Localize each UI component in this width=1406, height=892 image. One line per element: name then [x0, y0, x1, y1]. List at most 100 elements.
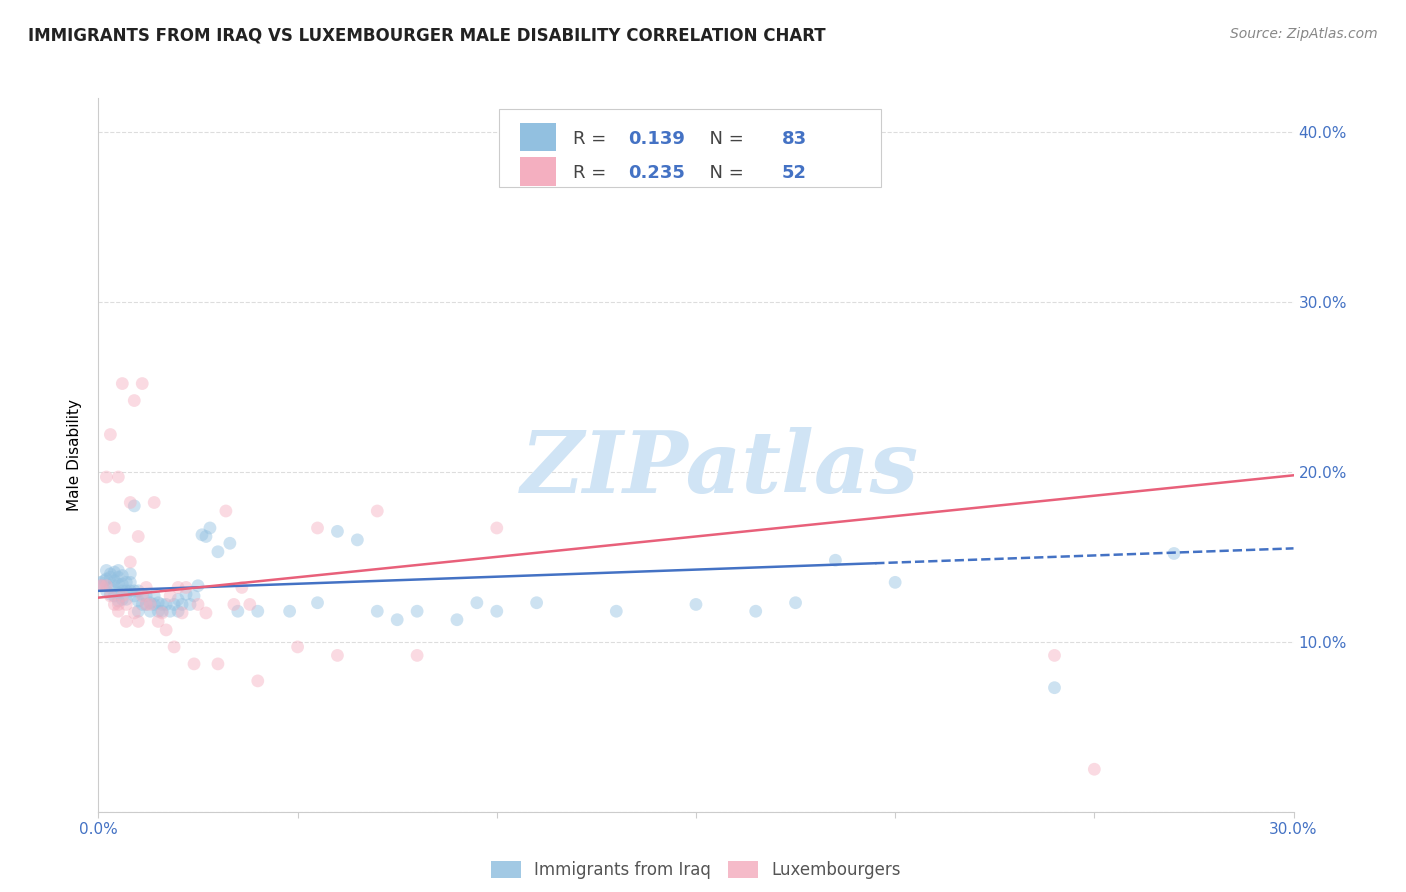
Point — [100, 581, 122, 595]
Point — [326, 648, 349, 663]
Point — [96, 572, 118, 586]
Point — [174, 587, 197, 601]
Point — [219, 536, 242, 550]
Point — [287, 640, 309, 654]
Point — [307, 596, 329, 610]
Point — [103, 521, 125, 535]
Point — [226, 604, 249, 618]
Point — [406, 648, 429, 663]
Point — [111, 589, 134, 603]
Point — [103, 574, 125, 588]
Point — [103, 565, 125, 579]
Point — [1163, 546, 1185, 560]
Point — [120, 495, 142, 509]
Text: R =: R = — [572, 129, 612, 148]
Point — [174, 581, 197, 595]
Point — [187, 579, 209, 593]
Point — [100, 427, 122, 442]
Point — [111, 583, 134, 598]
Point — [107, 470, 129, 484]
Point — [526, 596, 548, 610]
Bar — [520, 158, 557, 186]
Point — [1043, 681, 1066, 695]
Point — [163, 640, 186, 654]
Point — [120, 575, 142, 590]
Point — [131, 587, 153, 601]
Point — [139, 604, 162, 618]
Point — [366, 504, 388, 518]
Point — [131, 598, 153, 612]
Point — [239, 598, 262, 612]
Point — [91, 579, 114, 593]
Point — [107, 570, 129, 584]
Point — [107, 594, 129, 608]
Text: 0.235: 0.235 — [628, 164, 685, 182]
Point — [222, 598, 245, 612]
Point — [115, 598, 138, 612]
Point — [278, 604, 301, 618]
Point — [93, 574, 115, 588]
Point — [100, 587, 122, 601]
Text: 52: 52 — [782, 164, 807, 182]
Point — [139, 596, 162, 610]
Point — [131, 589, 153, 603]
Point — [159, 589, 181, 603]
Text: ZIPatlas: ZIPatlas — [520, 427, 920, 511]
Point — [385, 613, 409, 627]
Point — [1083, 762, 1105, 776]
Point — [207, 657, 229, 671]
Point — [167, 592, 190, 607]
Point — [107, 585, 129, 599]
Point — [172, 606, 194, 620]
Point — [307, 521, 329, 535]
Point — [135, 598, 157, 612]
Text: R =: R = — [572, 164, 612, 182]
Point — [107, 564, 129, 578]
Point — [183, 657, 205, 671]
Point — [155, 598, 177, 612]
Point — [111, 568, 134, 582]
Point — [124, 583, 146, 598]
Point — [183, 589, 205, 603]
Point — [179, 598, 201, 612]
Point — [135, 598, 157, 612]
Point — [143, 598, 166, 612]
Point — [111, 376, 134, 391]
Text: N =: N = — [699, 164, 749, 182]
Point — [745, 604, 768, 618]
Point — [150, 604, 173, 618]
Point — [148, 596, 170, 610]
Point — [96, 564, 118, 578]
Point — [195, 606, 218, 620]
Point — [100, 570, 122, 584]
Point — [115, 592, 138, 607]
Point — [148, 604, 170, 618]
Text: 83: 83 — [782, 129, 807, 148]
Point — [163, 598, 186, 612]
Point — [346, 533, 368, 547]
Point — [89, 575, 111, 590]
Point — [127, 529, 149, 543]
Bar — [520, 123, 557, 152]
Point — [246, 604, 269, 618]
Point — [103, 589, 125, 603]
Point — [231, 581, 253, 595]
Point — [187, 598, 209, 612]
Point — [246, 673, 269, 688]
Point — [91, 579, 114, 593]
Point — [120, 555, 142, 569]
Point — [884, 575, 907, 590]
Point — [195, 529, 218, 543]
Point — [107, 577, 129, 591]
Point — [120, 583, 142, 598]
Text: Source: ZipAtlas.com: Source: ZipAtlas.com — [1230, 27, 1378, 41]
Text: IMMIGRANTS FROM IRAQ VS LUXEMBOURGER MALE DISABILITY CORRELATION CHART: IMMIGRANTS FROM IRAQ VS LUXEMBOURGER MAL… — [28, 27, 825, 45]
Point — [326, 524, 349, 539]
Point — [159, 604, 181, 618]
Point — [127, 615, 149, 629]
Point — [465, 596, 488, 610]
Point — [127, 604, 149, 618]
Point — [107, 604, 129, 618]
Point — [1043, 648, 1066, 663]
Point — [167, 581, 190, 595]
